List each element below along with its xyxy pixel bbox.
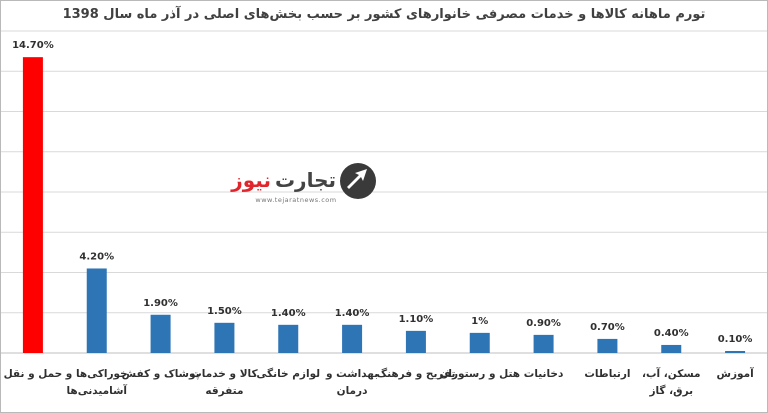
- category-label: هتل و رستوران: [439, 368, 520, 380]
- gridlines: [1, 30, 767, 354]
- category-label: کالا و خدمات متفرقه: [191, 368, 258, 397]
- bar: [469, 332, 490, 353]
- value-label: 0.90%: [526, 318, 561, 329]
- watermark-logo: تجارت نیوز www.tejaratnews.com: [230, 163, 376, 204]
- bar: [342, 324, 363, 353]
- category-label: حمل و نقل: [4, 368, 63, 380]
- value-label: 1.90%: [143, 298, 178, 309]
- bar: [86, 268, 107, 353]
- category-label: تفریح و فرهنگ: [376, 367, 455, 380]
- logo-arrow-icon: [347, 169, 367, 189]
- value-label: 1.40%: [271, 308, 306, 319]
- category-label: پوشاک و کفش: [122, 368, 200, 380]
- watermark-brand-part1: تجارت: [275, 168, 336, 192]
- chart-title: تورم ماهانه کالاها و خدمات مصرفی خانواره…: [62, 7, 706, 22]
- value-label: 0.40%: [654, 328, 689, 339]
- watermark-brand-part2: نیوز: [230, 168, 271, 192]
- value-label: 1.10%: [399, 314, 434, 325]
- watermark-url: www.tejaratnews.com: [255, 196, 336, 204]
- value-label: 1.50%: [207, 306, 242, 317]
- category-label: لوازم خانگی: [256, 367, 320, 380]
- bar: [597, 338, 618, 353]
- bar: [661, 344, 682, 353]
- bar: [22, 57, 43, 353]
- bars: [22, 57, 746, 353]
- category-label: ارتباطات: [584, 368, 630, 380]
- category-label: دخانیات: [524, 368, 564, 380]
- value-label: 0.70%: [590, 322, 625, 333]
- watermark-brand: تجارت نیوز: [230, 168, 336, 192]
- bar: [214, 322, 235, 353]
- bar: [150, 314, 171, 353]
- value-label: 4.20%: [79, 251, 114, 262]
- category-label: خوراکی‌ها و آشامیدنی‌ها: [65, 368, 128, 397]
- bar: [278, 324, 299, 353]
- value-label: 1%: [471, 316, 488, 327]
- bar: [533, 334, 554, 353]
- bar: [725, 350, 746, 353]
- category-label: آموزش: [716, 367, 754, 380]
- value-label: 14.70%: [12, 40, 54, 51]
- category-label: بهداشت و درمان: [325, 368, 378, 397]
- category-label: مسکن، آب، برق، گاز: [642, 367, 701, 397]
- logo-circle-icon: [340, 163, 376, 199]
- value-labels: 14.70% 4.20% 1.90% 1.50% 1.40% 1.40% 1.10% 1% 0.…: [12, 40, 752, 345]
- value-label: 1.40%: [335, 308, 370, 319]
- value-label: 0.10%: [718, 334, 753, 345]
- bar: [405, 330, 426, 353]
